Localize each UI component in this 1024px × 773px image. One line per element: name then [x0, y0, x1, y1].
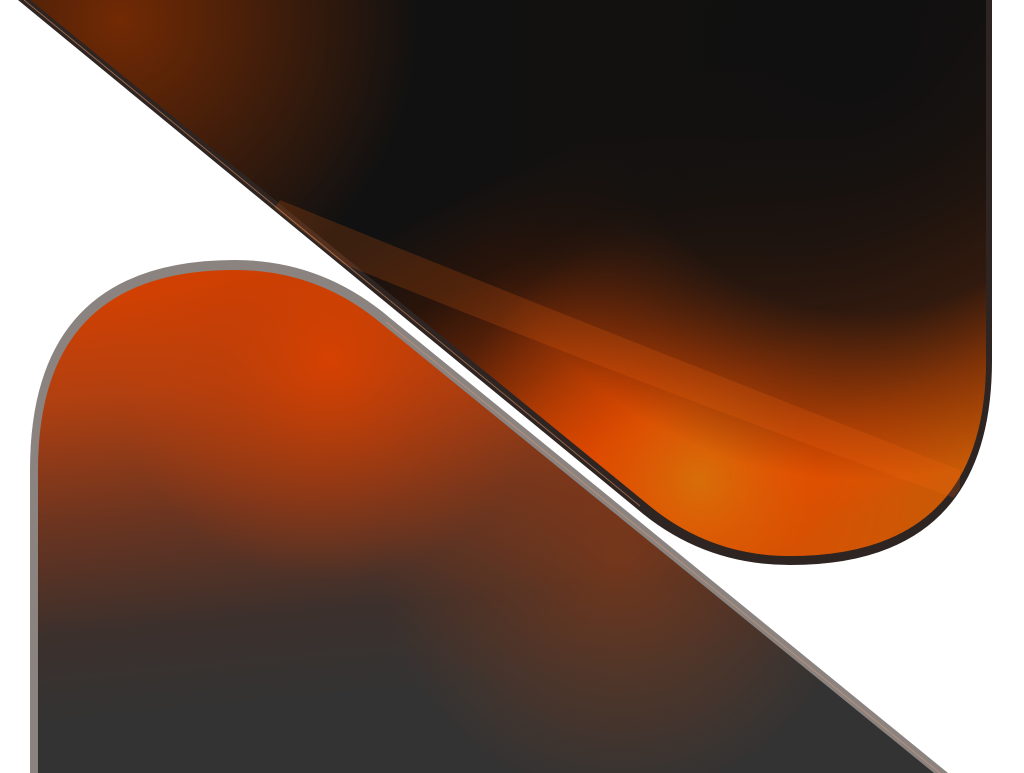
upper-shape [18, 0, 992, 565]
lower-shape [30, 260, 948, 773]
